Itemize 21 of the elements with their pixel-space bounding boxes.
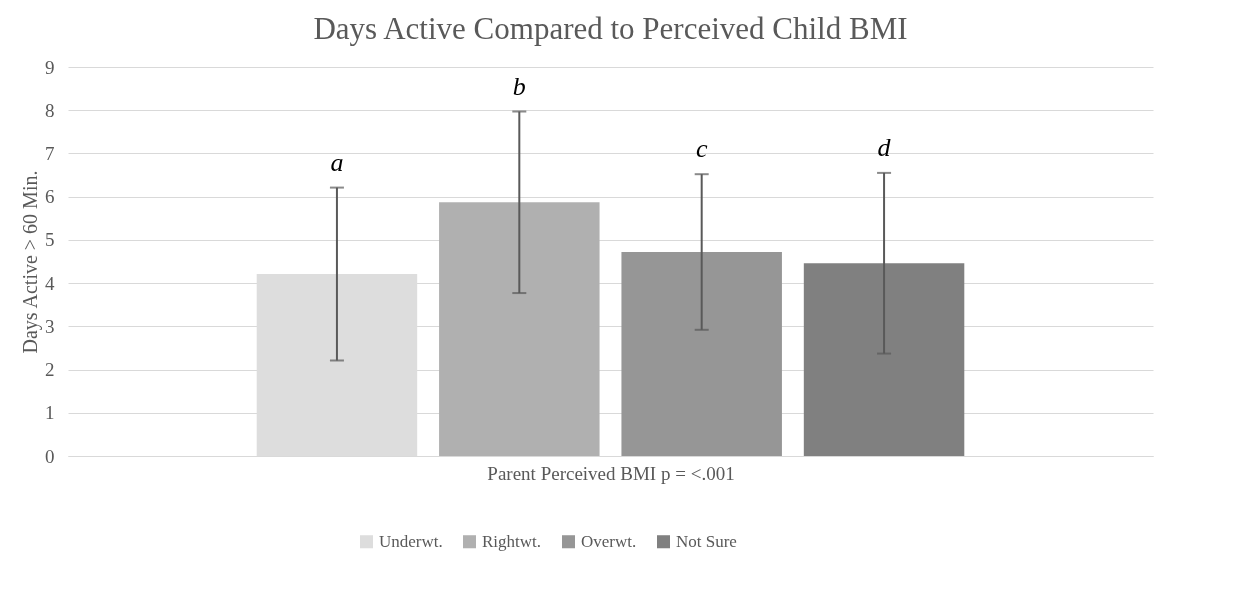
chart-title: Days Active Compared to Perceived Child BMI: [313, 11, 908, 46]
y-tick-label: 3: [45, 315, 55, 337]
y-tick-label: 4: [45, 272, 55, 294]
legend-label: Rightwt.: [482, 531, 542, 551]
y-tick-label: 1: [45, 402, 55, 424]
legend-label: Underwt.: [379, 531, 443, 551]
legend-label: Not Sure: [676, 531, 737, 551]
y-tick-label: 0: [45, 445, 55, 467]
annotation: a: [330, 147, 344, 177]
y-tick-label: 2: [45, 359, 55, 381]
y-tick-label: 7: [45, 142, 55, 164]
x-axis-title: Parent Perceived BMI p = <.001: [487, 462, 735, 484]
annotation: c: [695, 134, 708, 164]
y-tick-label: 6: [45, 186, 55, 208]
y-axis-title: Days Active > 60 Min.: [19, 170, 42, 354]
legend-label: Overwt.: [581, 531, 637, 551]
annotation: b: [512, 71, 526, 101]
annotation: d: [877, 132, 892, 162]
y-tick-label: 5: [45, 229, 55, 251]
y-tick-label: 9: [45, 56, 55, 78]
y-tick-label: 8: [45, 99, 55, 121]
